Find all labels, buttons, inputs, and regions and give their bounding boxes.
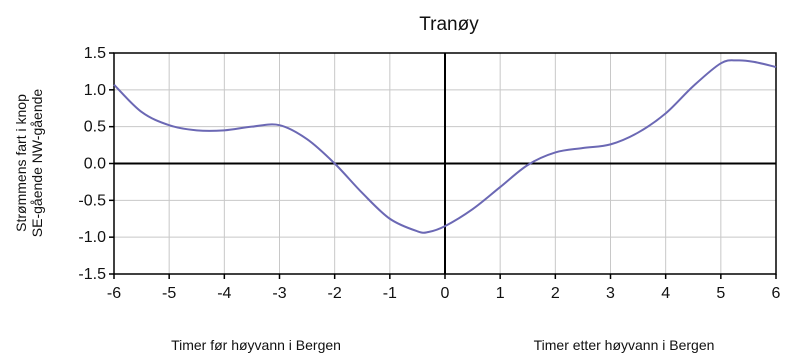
x-tick-label: 0 [441, 285, 450, 302]
x-caption-before-high-tide: Timer før høyvann i Bergen [171, 337, 341, 353]
x-caption-after-high-tide: Timer etter høyvann i Bergen [534, 337, 715, 353]
y-tick-label: 1.0 [84, 82, 106, 99]
x-tick-label: 5 [716, 285, 725, 302]
chart-title: Tranøy [419, 14, 479, 35]
x-tick-label: -5 [162, 285, 176, 302]
x-tick-label: -2 [328, 285, 342, 302]
y-axis-label-line-1: Strømmens fart i knop [13, 94, 29, 232]
y-tick-label: 0.0 [84, 156, 106, 173]
y-axis-label-line-2: SE-gående NW-gående [29, 89, 45, 238]
plot-frame [113, 52, 777, 275]
x-tick-label: 3 [606, 285, 615, 302]
y-tick-label: -1.0 [78, 229, 106, 246]
y-tick-label: 0.5 [84, 119, 106, 136]
x-tick-label: -4 [217, 285, 231, 302]
tick-labels: -6 -5 -4 -3 -2 -1 0 1 2 3 4 5 6 1.5 1.0 0.5 0.0 -0.5 -1.0 -… [78, 45, 780, 302]
x-tick-label: -1 [383, 285, 397, 302]
x-tick-label: -3 [272, 285, 286, 302]
series-line [113, 59, 777, 234]
x-tick-label: 6 [772, 285, 781, 302]
x-tick-label: 2 [551, 285, 560, 302]
y-tick-label: 1.5 [84, 45, 106, 62]
y-tick-label: -0.5 [78, 192, 106, 209]
x-tick-label: 4 [661, 285, 670, 302]
x-tick-label: -6 [107, 285, 121, 302]
y-axis-label: Strømmens fart i knop SE-gående NW-gåend… [13, 89, 45, 238]
y-tick-label: -1.5 [78, 266, 106, 283]
x-tick-label: 1 [496, 285, 505, 302]
